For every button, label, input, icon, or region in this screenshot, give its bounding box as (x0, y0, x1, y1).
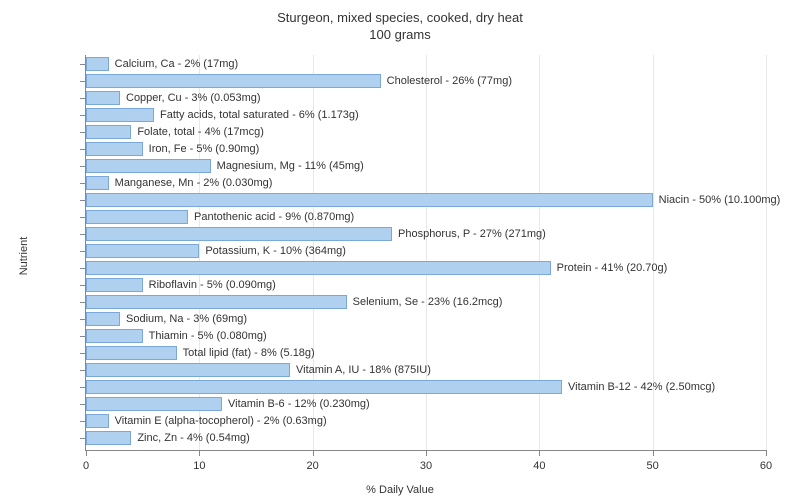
nutrient-bar (86, 210, 188, 224)
chart-title: Sturgeon, mixed species, cooked, dry hea… (0, 0, 800, 44)
y-tick (80, 268, 86, 269)
x-tick (199, 450, 200, 456)
y-tick (80, 285, 86, 286)
nutrient-chart: Sturgeon, mixed species, cooked, dry hea… (0, 0, 800, 500)
y-tick (80, 370, 86, 371)
y-tick (80, 251, 86, 252)
nutrient-bar-label: Manganese, Mn - 2% (0.030mg) (115, 176, 273, 190)
y-tick (80, 64, 86, 65)
nutrient-bar (86, 380, 562, 394)
nutrient-bar-label: Sodium, Na - 3% (69mg) (126, 312, 247, 326)
y-tick (80, 438, 86, 439)
x-tick-label: 10 (193, 460, 205, 472)
nutrient-bar-label: Iron, Fe - 5% (0.90mg) (149, 142, 260, 156)
nutrient-bar-label: Folate, total - 4% (17mcg) (137, 125, 264, 139)
title-line-2: 100 grams (369, 27, 430, 42)
nutrient-bar-label: Vitamin B-6 - 12% (0.230mg) (228, 397, 370, 411)
nutrient-bar (86, 295, 347, 309)
nutrient-bar-label: Riboflavin - 5% (0.090mg) (149, 278, 276, 292)
nutrient-bar-label: Pantothenic acid - 9% (0.870mg) (194, 210, 354, 224)
nutrient-bar (86, 363, 290, 377)
x-tick-label: 40 (533, 460, 545, 472)
x-tick-label: 0 (83, 460, 89, 472)
y-tick (80, 166, 86, 167)
nutrient-bar (86, 261, 551, 275)
nutrient-bar (86, 346, 177, 360)
nutrient-bar-label: Vitamin B-12 - 42% (2.50mcg) (568, 380, 715, 394)
y-tick (80, 81, 86, 82)
y-tick (80, 336, 86, 337)
y-tick (80, 200, 86, 201)
nutrient-bar (86, 329, 143, 343)
nutrient-bar (86, 108, 154, 122)
nutrient-bar-label: Selenium, Se - 23% (16.2mcg) (353, 295, 503, 309)
y-tick (80, 183, 86, 184)
x-tick (86, 450, 87, 456)
x-tick (539, 450, 540, 456)
y-tick (80, 217, 86, 218)
nutrient-bar (86, 227, 392, 241)
gridline (766, 55, 767, 450)
nutrient-bar-label: Phosphorus, P - 27% (271mg) (398, 227, 546, 241)
nutrient-bar-label: Fatty acids, total saturated - 6% (1.173… (160, 108, 359, 122)
x-tick (766, 450, 767, 456)
nutrient-bar-label: Vitamin A, IU - 18% (875IU) (296, 363, 431, 377)
nutrient-bar (86, 414, 109, 428)
nutrient-bar (86, 91, 120, 105)
nutrient-bar-label: Vitamin E (alpha-tocopherol) - 2% (0.63m… (115, 414, 327, 428)
y-tick (80, 404, 86, 405)
y-tick (80, 421, 86, 422)
nutrient-bar (86, 57, 109, 71)
x-tick-label: 60 (760, 460, 772, 472)
nutrient-bar (86, 193, 653, 207)
nutrient-bar-label: Niacin - 50% (10.100mg) (659, 193, 781, 207)
y-tick (80, 115, 86, 116)
x-tick-label: 50 (647, 460, 659, 472)
nutrient-bar (86, 278, 143, 292)
x-tick (653, 450, 654, 456)
nutrient-bar-label: Thiamin - 5% (0.080mg) (149, 329, 267, 343)
nutrient-bar-label: Total lipid (fat) - 8% (5.18g) (183, 346, 315, 360)
nutrient-bar (86, 159, 211, 173)
x-tick-label: 30 (420, 460, 432, 472)
nutrient-bar-label: Cholesterol - 26% (77mg) (387, 74, 512, 88)
y-tick (80, 302, 86, 303)
x-tick (426, 450, 427, 456)
nutrient-bar (86, 244, 199, 258)
y-tick (80, 98, 86, 99)
x-tick-label: 20 (307, 460, 319, 472)
nutrient-bar (86, 312, 120, 326)
x-tick (313, 450, 314, 456)
y-tick (80, 234, 86, 235)
nutrient-bar (86, 397, 222, 411)
nutrient-bar-label: Protein - 41% (20.70g) (557, 261, 668, 275)
nutrient-bar (86, 74, 381, 88)
nutrient-bar (86, 431, 131, 445)
nutrient-bar (86, 142, 143, 156)
nutrient-bar-label: Magnesium, Mg - 11% (45mg) (217, 159, 364, 173)
y-tick (80, 149, 86, 150)
title-line-1: Sturgeon, mixed species, cooked, dry hea… (277, 10, 523, 25)
y-axis-title: Nutrient (18, 237, 30, 276)
y-tick (80, 353, 86, 354)
nutrient-bar (86, 176, 109, 190)
nutrient-bar-label: Copper, Cu - 3% (0.053mg) (126, 91, 261, 105)
nutrient-bar-label: Potassium, K - 10% (364mg) (205, 244, 346, 258)
x-axis-title: % Daily Value (366, 484, 434, 496)
nutrient-bar-label: Zinc, Zn - 4% (0.54mg) (137, 431, 249, 445)
plot-area: 0102030405060Calcium, Ca - 2% (17mg)Chol… (85, 55, 766, 451)
nutrient-bar-label: Calcium, Ca - 2% (17mg) (115, 57, 238, 71)
y-tick (80, 387, 86, 388)
y-tick (80, 132, 86, 133)
nutrient-bar (86, 125, 131, 139)
y-tick (80, 319, 86, 320)
